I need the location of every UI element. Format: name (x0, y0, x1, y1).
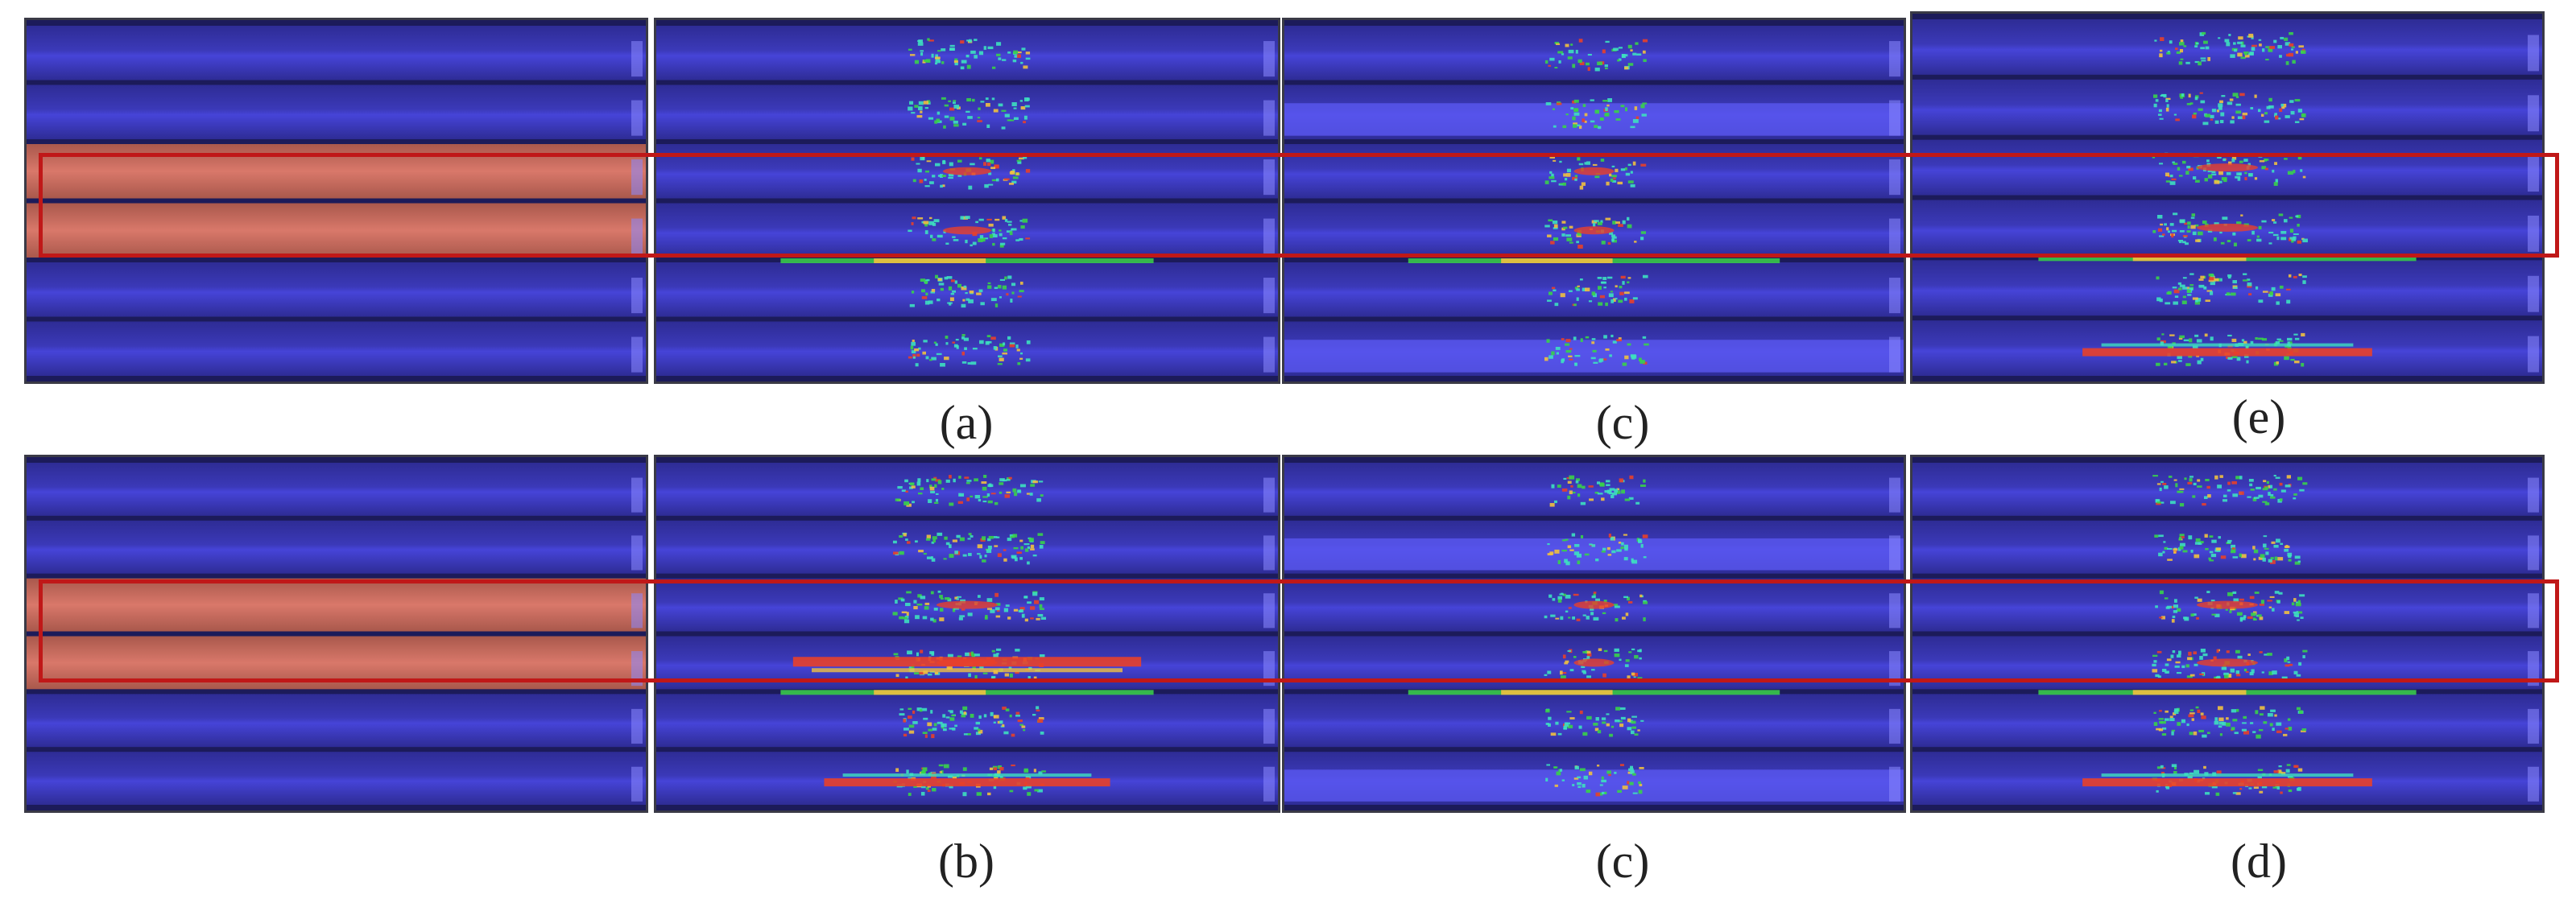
slat (1912, 520, 2542, 574)
slat (27, 26, 646, 80)
slat (656, 262, 1278, 317)
bottom-panel-d (1910, 455, 2545, 813)
bottom-ref-render (27, 457, 646, 810)
top-panel-e (1910, 11, 2545, 384)
slat (1912, 694, 2542, 748)
slat (27, 262, 646, 317)
slat (1284, 694, 1904, 748)
bottom-panel-c (1282, 455, 1906, 813)
slat (1284, 26, 1904, 80)
slat (27, 144, 646, 199)
slat (27, 321, 646, 376)
top-panel-a (654, 18, 1280, 384)
slat (1912, 320, 2542, 376)
bottom-b-render (656, 457, 1278, 810)
bottom-c-render (1284, 457, 1904, 810)
slat (1912, 79, 2542, 135)
slat (1912, 752, 2542, 805)
slat (656, 694, 1278, 748)
slat (1284, 262, 1904, 317)
top-a-render (656, 20, 1278, 381)
slat (656, 463, 1278, 516)
slat (1912, 260, 2542, 316)
label-top-a: (a) (939, 396, 994, 449)
label-top-c: (c) (1595, 396, 1650, 449)
label-bottom-d: (d) (2231, 835, 2287, 888)
top-panel-c (1282, 18, 1906, 384)
bottom-d-render (1912, 457, 2542, 810)
top-ref-render (27, 20, 646, 381)
label-top-e: (e) (2231, 390, 2286, 443)
slat (1912, 19, 2542, 75)
slat (27, 463, 646, 516)
slat (656, 321, 1278, 376)
top-c-render (1284, 20, 1904, 381)
bottom-reference-panel (24, 455, 648, 813)
slat (27, 578, 646, 632)
bottom-panel-b (654, 455, 1280, 813)
top-reference-panel (24, 18, 648, 384)
slat (656, 520, 1278, 574)
slat (27, 203, 646, 258)
slat (27, 520, 646, 574)
label-bottom-c: (c) (1595, 835, 1650, 888)
label-bottom-b: (b) (938, 835, 994, 888)
slat (27, 636, 646, 690)
slat (656, 752, 1278, 805)
slat (1912, 463, 2542, 516)
top-e-render (1912, 14, 2542, 381)
slat (656, 26, 1278, 80)
slat (27, 752, 646, 805)
slat (27, 85, 646, 139)
slat (1284, 463, 1904, 516)
slat (27, 694, 646, 748)
